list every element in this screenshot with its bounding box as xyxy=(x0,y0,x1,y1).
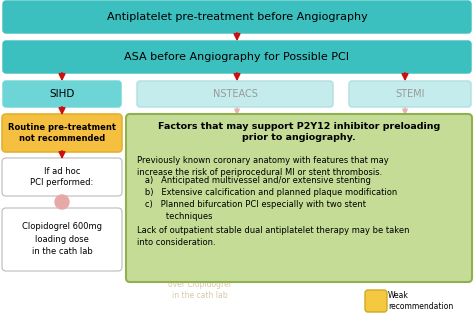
Text: Factors that may support P2Y12 inhibitor preloading
prior to angiography.: Factors that may support P2Y12 inhibitor… xyxy=(158,122,440,142)
Text: NSTEACS: NSTEACS xyxy=(212,89,257,99)
Text: over Clopidogrel
in the cath lab: over Clopidogrel in the cath lab xyxy=(168,280,231,300)
FancyBboxPatch shape xyxy=(2,158,122,196)
FancyBboxPatch shape xyxy=(3,41,471,73)
Text: Previously known coronary anatomy with features that may
increase the risk of pe: Previously known coronary anatomy with f… xyxy=(137,156,389,177)
Text: Antiplatelet pre-treatment before Angiography: Antiplatelet pre-treatment before Angiog… xyxy=(107,12,367,22)
Text: ASA before Angiography for Possible PCI: ASA before Angiography for Possible PCI xyxy=(125,52,349,62)
Text: STEMI: STEMI xyxy=(395,89,425,99)
Circle shape xyxy=(55,195,69,209)
Text: If ad hoc
PCI performed:: If ad hoc PCI performed: xyxy=(30,167,94,187)
FancyBboxPatch shape xyxy=(126,114,472,282)
FancyBboxPatch shape xyxy=(2,114,122,152)
Text: a)   Anticipated multivessel and/or extensive stenting
   b)   Extensive calcifi: a) Anticipated multivessel and/or extens… xyxy=(137,176,397,221)
Text: SIHD: SIHD xyxy=(49,89,75,99)
Text: Clopidogrel 600mg
loading dose
in the cath lab: Clopidogrel 600mg loading dose in the ca… xyxy=(22,222,102,256)
FancyBboxPatch shape xyxy=(2,208,122,271)
FancyBboxPatch shape xyxy=(349,81,471,107)
FancyBboxPatch shape xyxy=(3,81,121,107)
Text: Lack of outpatient stable dual antiplatelet therapy may be taken
into considerat: Lack of outpatient stable dual antiplate… xyxy=(137,226,410,247)
FancyBboxPatch shape xyxy=(137,81,333,107)
Text: Weak
recommendation: Weak recommendation xyxy=(388,291,453,311)
Text: Routine pre-treatment
not recommended: Routine pre-treatment not recommended xyxy=(8,123,116,143)
FancyBboxPatch shape xyxy=(365,290,387,312)
FancyBboxPatch shape xyxy=(3,1,471,33)
